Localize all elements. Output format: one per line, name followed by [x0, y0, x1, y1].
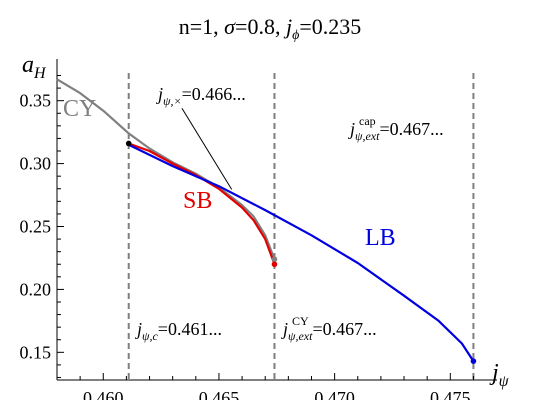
- annotation-sup-jpsi_ext_cap: cap: [359, 114, 376, 128]
- x-tick-label-3: 0.475: [430, 388, 471, 400]
- annotation-text-jpsi_ext_cap: jψ,ext=0.467...: [348, 119, 444, 143]
- endpoint-marker-0: [125, 140, 132, 147]
- series-CY: [56, 78, 276, 260]
- title-j-symbol: j: [283, 14, 292, 39]
- annotation-jpsi_ext_cy: jψ,ext=0.467...CY: [281, 314, 377, 343]
- title-sigma-symbol: σ: [224, 14, 236, 39]
- title-n: n=1,: [179, 14, 224, 39]
- annotation-jpsi_c: jψ,c=0.461...: [135, 319, 222, 343]
- title-j-subscript: ϕ: [292, 28, 299, 43]
- svg-text:n=1, σ=0.8, jϕ=0.235: n=1, σ=0.8, jϕ=0.235: [179, 14, 362, 43]
- annotation-sup-jpsi_ext_cy: CY: [292, 314, 309, 328]
- endpoint-markers: [125, 140, 477, 364]
- data-curves: [56, 78, 475, 362]
- y-axis-label: aH: [22, 52, 47, 82]
- annotation-jpsi_ext_cap: jψ,ext=0.467...cap: [348, 114, 444, 143]
- series-label-SB: SB: [183, 188, 212, 214]
- endpoint-marker-2: [271, 261, 278, 268]
- endpoint-marker-3: [470, 358, 477, 364]
- chart-title: n=1, σ=0.8, jϕ=0.235: [179, 14, 362, 43]
- annotation-text-jpsi_cross: jψ,×=0.466...: [156, 84, 246, 108]
- x-tick-label-1: 0.465: [199, 388, 240, 400]
- series-label-CY: CY: [63, 96, 96, 122]
- y-tick-label-0: 0.15: [20, 342, 52, 362]
- annotation-text-jpsi_c: jψ,c=0.461...: [135, 319, 222, 343]
- y-tick-label-1: 0.20: [20, 279, 52, 299]
- vertical-dashed-lines: [127, 73, 475, 380]
- axes: 0.15 0.20 0.25 0.30 0.35 0.460 0.465 0.470 0.475: [20, 59, 497, 400]
- series-SB: [128, 142, 276, 265]
- title-j-value: =0.235: [299, 14, 361, 39]
- y-tick-label-3: 0.30: [20, 154, 52, 174]
- annotation-jpsi_cross: jψ,×=0.466...: [156, 84, 246, 108]
- x-tick-label-0: 0.460: [83, 388, 124, 400]
- series-LB: [128, 143, 475, 362]
- annotation-pointer: [181, 107, 233, 190]
- endpoint-marker-1: [271, 256, 278, 263]
- y-tick-label-2: 0.25: [20, 217, 52, 237]
- series-label-LB: LB: [365, 225, 396, 251]
- title-sigma-value: =0.8,: [235, 14, 286, 39]
- cross-point-pointer: [181, 107, 233, 190]
- y-tick-label-4: 0.35: [20, 91, 52, 111]
- x-tick-label-2: 0.470: [314, 388, 355, 400]
- annotation-text-jpsi_ext_cy: jψ,ext=0.467...: [281, 319, 377, 343]
- x-axis-label: jψ: [489, 360, 510, 390]
